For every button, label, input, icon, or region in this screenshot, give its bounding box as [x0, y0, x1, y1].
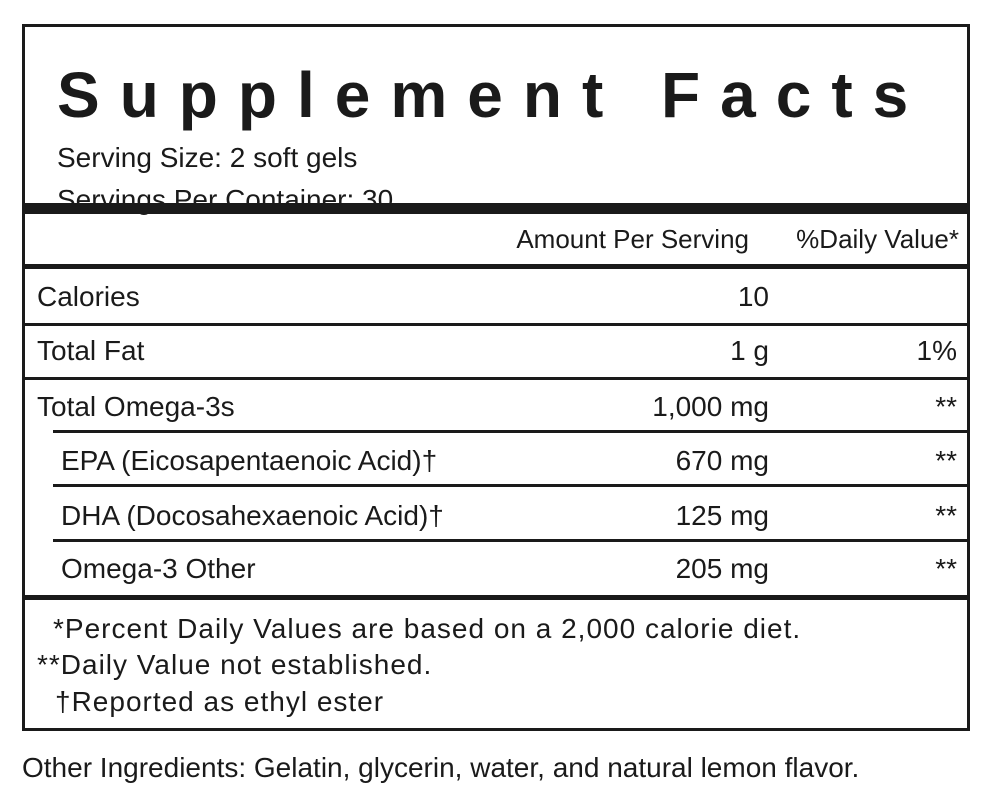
other-ingredients: Other Ingredients: Gelatin, glycerin, wa…	[22, 752, 860, 783]
nutrient-name: Calories	[37, 281, 140, 312]
nutrient-row-epa: EPA (Eicosapentaenoic Acid)† 670 mg **	[25, 433, 967, 487]
nutrient-name: EPA (Eicosapentaenoic Acid)†	[61, 445, 438, 476]
nutrient-amount: 1,000 mg	[652, 391, 769, 422]
nutrient-name: Total Omega-3s	[37, 391, 235, 422]
nutrient-row-total-fat: Total Fat 1 g 1%	[25, 323, 967, 380]
nutrient-daily-value: **	[935, 500, 957, 531]
supplement-facts-panel: Supplement Facts Serving Size: 2 soft ge…	[22, 24, 970, 731]
nutrient-amount: 205 mg	[675, 553, 769, 584]
nutrient-row-omega-3-other: Omega-3 Other 205 mg **	[25, 541, 967, 595]
nutrient-row-calories: Calories 10	[25, 269, 967, 326]
nutrient-amount: 1 g	[730, 335, 769, 366]
nutrient-daily-value: **	[935, 445, 957, 476]
thick-divider	[25, 203, 967, 214]
nutrient-daily-value: **	[935, 391, 957, 422]
amount-column-header: Amount Per Serving	[516, 224, 749, 254]
nutrient-daily-value: **	[935, 553, 957, 584]
nutrient-name: Omega-3 Other	[61, 553, 256, 584]
footnote-ethyl-ester: †Reported as ethyl ester	[55, 686, 385, 717]
nutrient-daily-value: 1%	[916, 335, 957, 366]
nutrient-amount: 670 mg	[675, 445, 769, 476]
footnote-not-established: **Daily Value not established.	[37, 649, 433, 680]
nutrient-name: Total Fat	[37, 335, 145, 366]
footnote-daily-values: *Percent Daily Values are based on a 2,0…	[53, 613, 802, 644]
nutrient-row-total-omega-3s: Total Omega-3s 1,000 mg **	[25, 379, 967, 433]
nutrient-amount: 10	[737, 281, 769, 312]
header-divider	[25, 264, 967, 269]
serving-size: Serving Size: 2 soft gels	[57, 142, 358, 173]
nutrient-name: DHA (Docosahexaenoic Acid)†	[61, 500, 444, 531]
nutrient-row-dha: DHA (Docosahexaenoic Acid)† 125 mg **	[25, 488, 967, 542]
daily-value-column-header: %Daily Value*	[796, 224, 959, 254]
footnote-divider	[25, 595, 967, 600]
nutrient-amount: 125 mg	[675, 500, 769, 531]
panel-title: Supplement Facts	[57, 59, 929, 131]
